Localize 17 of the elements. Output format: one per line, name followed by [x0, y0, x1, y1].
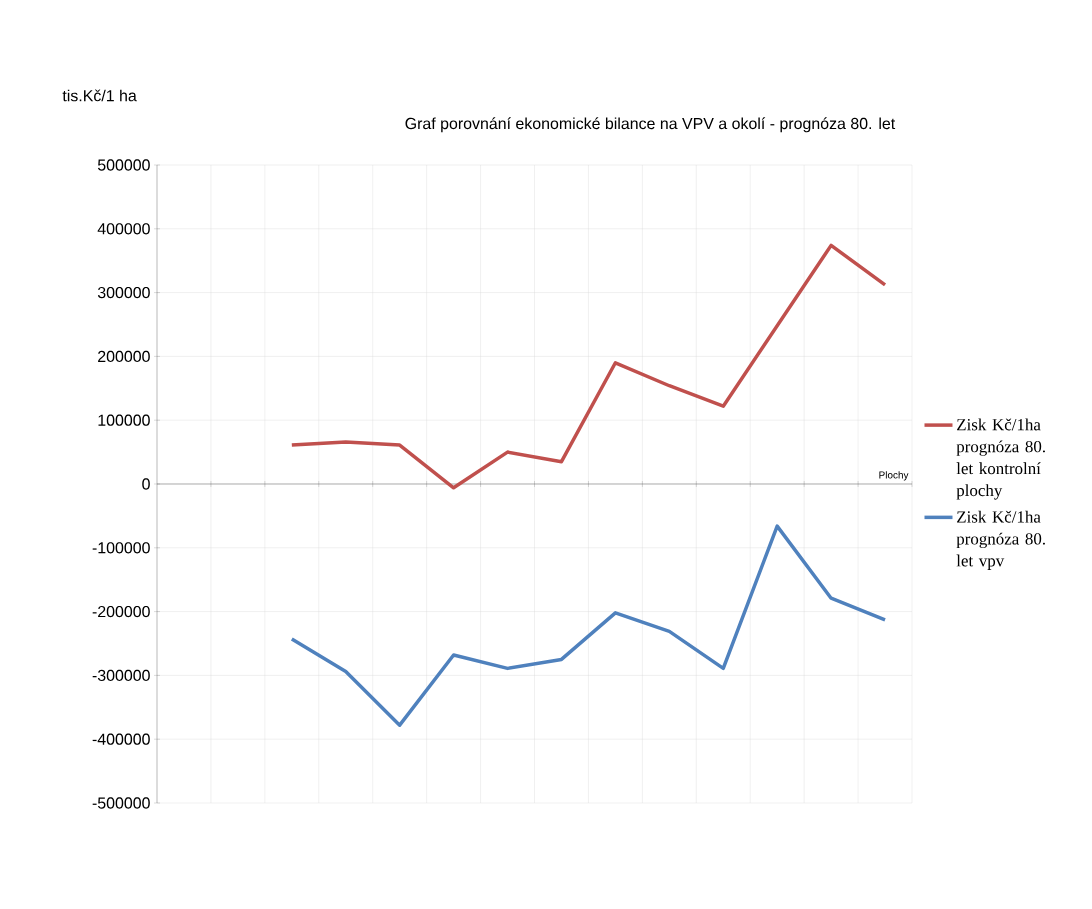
y-tick-label: -100000: [92, 542, 150, 554]
legend-label: Zisk Kč/1ha prognóza 80. let vpv: [956, 510, 1045, 570]
y-tick-label: 500000: [97, 159, 150, 171]
y-tick-label: -300000: [92, 669, 150, 682]
line-series: [290, 524, 887, 727]
y-tick-label: 100000: [98, 414, 150, 426]
y-tick-label: 400000: [97, 223, 150, 235]
y-tick-label: -200000: [92, 605, 150, 618]
legend-label: Zisk Kč/1ha prognóza 80. let kontrolní plochy: [956, 418, 1045, 500]
y-tick-label: 0: [142, 478, 150, 490]
y-tick-label: -500000: [92, 797, 150, 809]
chart-title: Graf porovnání ekonomické bilance na VPV a okolí - prognóza 80. let: [405, 117, 896, 133]
y-tick-label: 300000: [97, 286, 150, 299]
y-tick-label: -400000: [92, 733, 150, 745]
y-tick-label: 200000: [98, 350, 150, 363]
x-axis-title: Plochy: [879, 471, 909, 481]
y-axis-title: tis.Kč/1 ha: [62, 89, 137, 102]
